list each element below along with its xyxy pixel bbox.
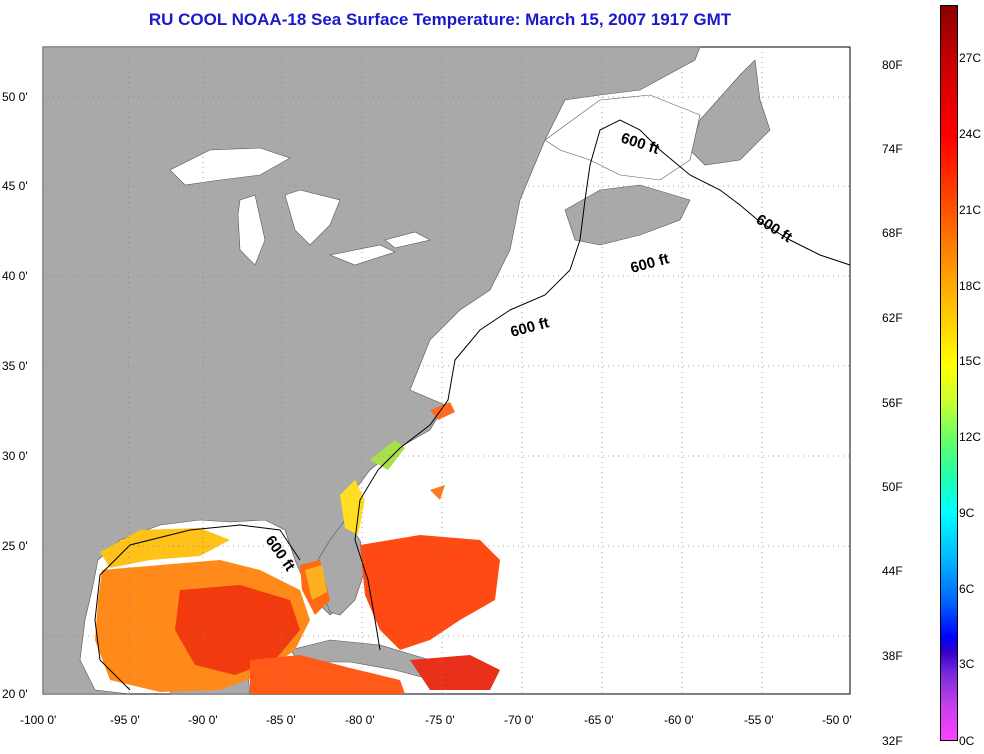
colorbar-c-label: 21C bbox=[959, 203, 982, 217]
great-lakes bbox=[169, 147, 431, 266]
isobath-600ft bbox=[354, 119, 851, 651]
colorbar-gradient bbox=[941, 6, 957, 740]
colorbar-c-label: 9C bbox=[959, 506, 975, 520]
land-newfoundland bbox=[689, 59, 771, 166]
lat-tick: 45 0' bbox=[2, 179, 28, 193]
colorbar-c-label: 12C bbox=[959, 430, 982, 444]
lon-tick: -85 0' bbox=[266, 713, 296, 727]
lat-tick: 20 0' bbox=[2, 687, 28, 701]
colorbar-f-label: 68F bbox=[882, 226, 903, 240]
colorbar-c-label: 3C bbox=[959, 657, 975, 671]
lat-axis: 50 0' 45 0' 40 0' 35 0' 30 0' 25 0' 20 0… bbox=[2, 90, 28, 701]
lat-tick: 35 0' bbox=[2, 359, 28, 373]
lon-tick: -60 0' bbox=[664, 713, 694, 727]
sst-gulf-of-mexico bbox=[95, 528, 330, 692]
lon-tick: -90 0' bbox=[188, 713, 218, 727]
isobath-600ft-gulf bbox=[94, 524, 301, 691]
colorbar-f-label: 32F bbox=[882, 734, 903, 748]
colorbar-f-label: 38F bbox=[882, 649, 903, 663]
colorbar-f-label: 44F bbox=[882, 564, 903, 578]
lon-tick: -55 0' bbox=[744, 713, 774, 727]
colorbar bbox=[940, 5, 958, 741]
lat-tick: 50 0' bbox=[2, 90, 28, 104]
colorbar-c-label: 6C bbox=[959, 582, 975, 596]
colorbar-f-label: 56F bbox=[882, 396, 903, 410]
lon-tick: -75 0' bbox=[425, 713, 455, 727]
colorbar-c-label: 27C bbox=[959, 51, 982, 65]
colorbar-c-label: 18C bbox=[959, 279, 982, 293]
lon-tick: -70 0' bbox=[504, 713, 534, 727]
colorbar-c-label: 24C bbox=[959, 127, 982, 141]
lat-tick: 30 0' bbox=[2, 449, 28, 463]
lon-tick: -50 0' bbox=[822, 713, 852, 727]
colorbar-c-label: 15C bbox=[959, 354, 982, 368]
sst-atlantic-southeast bbox=[250, 402, 500, 694]
lon-tick: -80 0' bbox=[345, 713, 375, 727]
land-nova-scotia bbox=[564, 184, 691, 246]
colorbar-f-label: 62F bbox=[882, 311, 903, 325]
gulf-of-st-lawrence bbox=[544, 94, 701, 181]
lon-tick: -100 0' bbox=[20, 713, 56, 727]
lon-tick: -95 0' bbox=[110, 713, 140, 727]
colorbar-f-label: 74F bbox=[882, 142, 903, 156]
colorbar-f-label: 50F bbox=[882, 480, 903, 494]
lat-tick: 40 0' bbox=[2, 269, 28, 283]
map-title: RU COOL NOAA-18 Sea Surface Temperature:… bbox=[148, 10, 732, 29]
lon-tick: -65 0' bbox=[584, 713, 614, 727]
lon-axis: -100 0' -95 0' -90 0' -85 0' -80 0' -75 … bbox=[20, 713, 852, 727]
lat-tick: 25 0' bbox=[2, 539, 28, 553]
colorbar-c-label: 0C bbox=[959, 734, 975, 748]
colorbar-f-label: 80F bbox=[882, 58, 903, 72]
